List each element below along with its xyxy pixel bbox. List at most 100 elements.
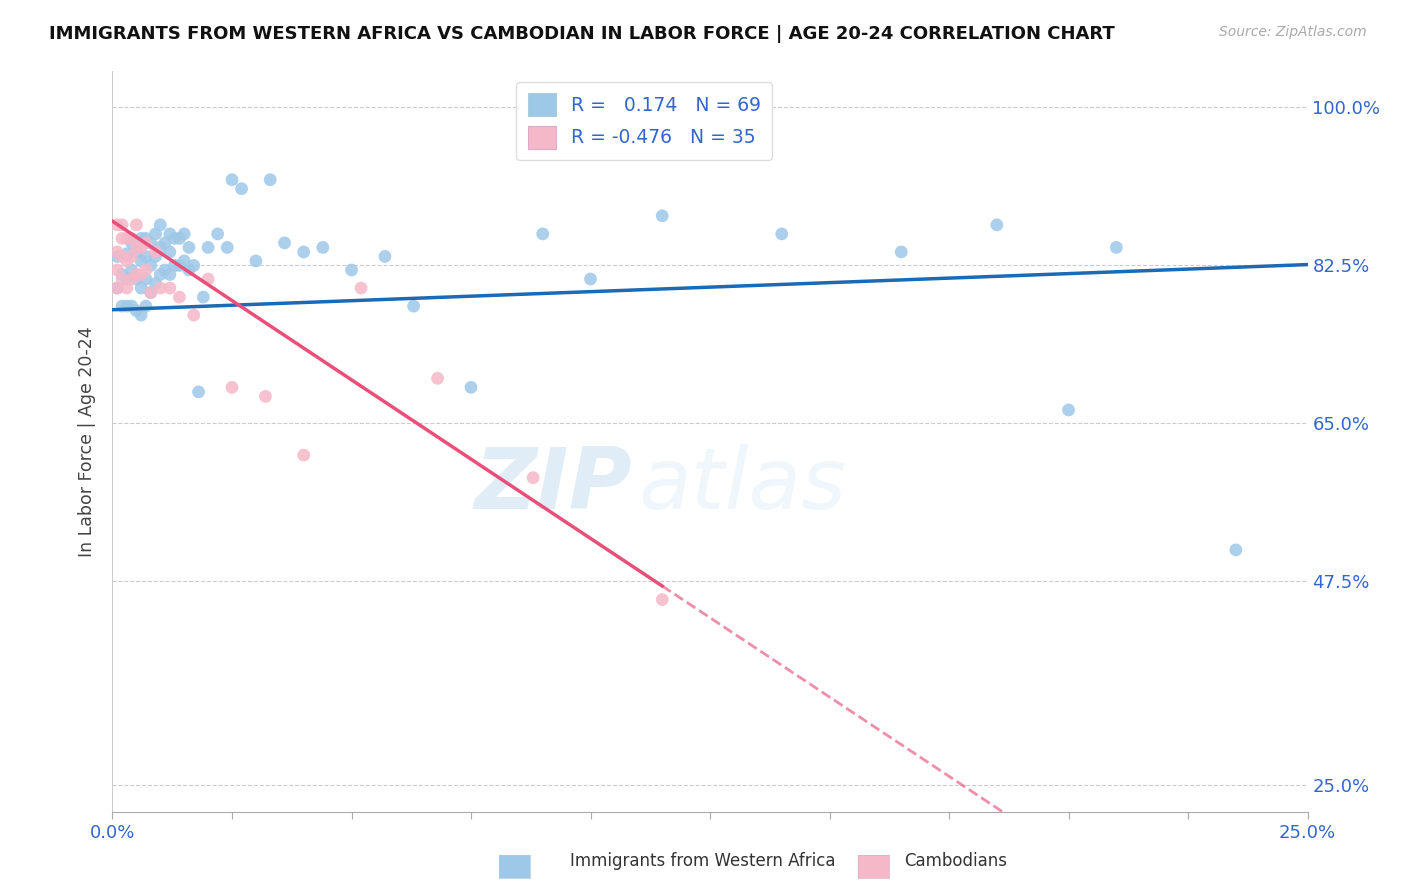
Point [115, 231, 138, 245]
Point [153, 235, 176, 250]
Point [139, 285, 162, 300]
Text: Source: ZipAtlas.com: Source: ZipAtlas.com [1219, 25, 1367, 39]
Point [159, 281, 181, 295]
Point [145, 250, 167, 264]
Point [105, 281, 128, 295]
Legend: R =   0.174   N = 69, R = -0.476   N = 35: R = 0.174 N = 69, R = -0.476 N = 35 [516, 82, 772, 160]
Point [159, 268, 181, 282]
Point [115, 246, 138, 260]
Point [890, 244, 912, 259]
Point [173, 254, 195, 268]
Point [149, 281, 172, 295]
Point [254, 389, 277, 403]
Point [292, 244, 315, 259]
Point [149, 268, 172, 282]
Point [183, 259, 205, 273]
Point [105, 281, 128, 295]
Point [231, 182, 253, 196]
Point [121, 272, 143, 286]
Y-axis label: In Labor Force | Age 20-24: In Labor Force | Age 20-24 [77, 326, 96, 557]
Point [163, 259, 186, 273]
Point [273, 235, 295, 250]
Point [1225, 542, 1247, 557]
Point [135, 272, 157, 286]
Point [135, 250, 157, 264]
Point [245, 254, 267, 268]
Point [426, 371, 449, 385]
Point [1105, 240, 1128, 254]
Point [129, 268, 152, 282]
Point [139, 285, 162, 300]
Point [105, 263, 128, 277]
Point [770, 227, 793, 241]
Text: IMMIGRANTS FROM WESTERN AFRICA VS CAMBODIAN IN LABOR FORCE | AGE 20-24 CORRELATI: IMMIGRANTS FROM WESTERN AFRICA VS CAMBOD… [49, 25, 1115, 43]
Point [159, 244, 181, 259]
Point [221, 380, 243, 394]
Point [111, 268, 134, 282]
Point [111, 272, 134, 286]
Point [105, 218, 128, 232]
Text: ZIP: ZIP [475, 444, 633, 527]
Point [173, 227, 195, 241]
Point [460, 380, 482, 394]
Point [125, 268, 148, 282]
Point [292, 448, 315, 462]
Point [139, 235, 162, 250]
Point [197, 240, 219, 254]
Point [402, 299, 425, 313]
Point [217, 240, 239, 254]
Point [340, 263, 363, 277]
Point [522, 470, 544, 484]
Point [105, 244, 128, 259]
Point [159, 227, 181, 241]
Point [207, 227, 229, 241]
Point [129, 231, 152, 245]
Point [111, 299, 134, 313]
Point [187, 384, 209, 399]
Point [121, 263, 143, 277]
Point [125, 218, 148, 232]
Point [177, 240, 200, 254]
Point [183, 308, 205, 322]
Point [197, 272, 219, 286]
Point [651, 209, 673, 223]
Point [129, 281, 152, 295]
Point [135, 235, 157, 250]
Point [169, 290, 191, 304]
Point [125, 272, 148, 286]
Point [149, 218, 172, 232]
Point [115, 281, 138, 295]
Point [125, 240, 148, 254]
Point [145, 227, 167, 241]
Point [121, 235, 143, 250]
Point [177, 263, 200, 277]
Point [374, 250, 396, 264]
Point [221, 172, 243, 186]
Point [129, 254, 152, 268]
Point [986, 218, 1008, 232]
Point [129, 240, 152, 254]
Point [651, 592, 673, 607]
Point [111, 218, 134, 232]
Point [121, 231, 143, 245]
Point [531, 227, 554, 241]
Point [163, 231, 186, 245]
Text: Immigrants from Western Africa: Immigrants from Western Africa [571, 852, 835, 870]
Text: Cambodians: Cambodians [904, 852, 1008, 870]
Point [105, 250, 128, 264]
Point [153, 263, 176, 277]
Point [135, 299, 157, 313]
Point [579, 272, 602, 286]
Point [193, 290, 215, 304]
Point [169, 259, 191, 273]
Point [121, 299, 143, 313]
Point [145, 244, 167, 259]
Point [1057, 403, 1080, 417]
Point [135, 263, 157, 277]
Point [111, 250, 134, 264]
Point [129, 308, 152, 322]
Point [145, 277, 167, 291]
Point [350, 281, 373, 295]
Point [125, 244, 148, 259]
Text: atlas: atlas [638, 444, 846, 527]
